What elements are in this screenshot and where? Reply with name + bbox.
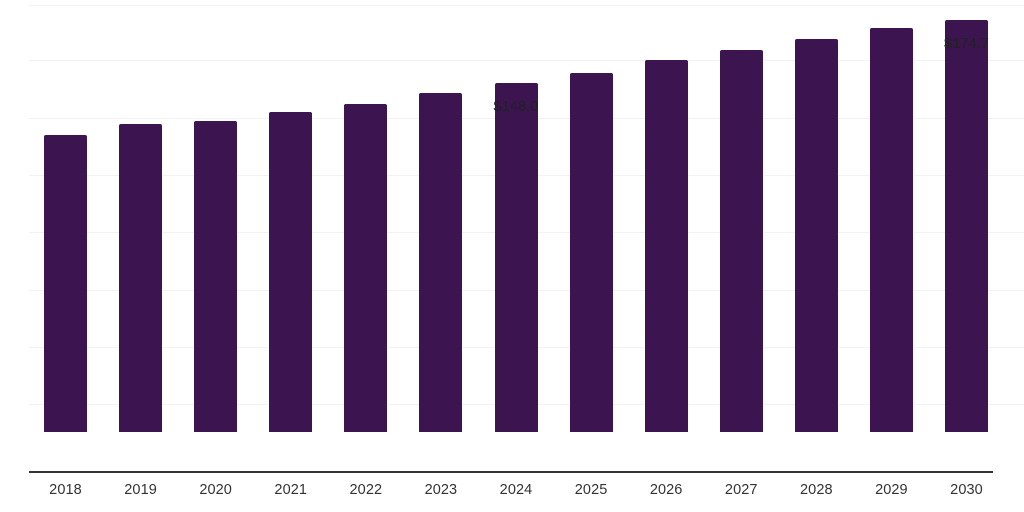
x-tick-label-2018: 2018 — [49, 482, 82, 498]
x-axis-line — [29, 471, 993, 473]
bar-2021[interactable] — [269, 111, 313, 432]
x-tick-label-2028: 2028 — [799, 482, 833, 498]
x-tick-label-2029: 2029 — [875, 482, 908, 498]
bar-2022[interactable] — [344, 103, 388, 432]
plot-area: $148.0 $174.7 — [29, 19, 993, 473]
x-tick-label-2020: 2020 — [199, 482, 232, 498]
x-tick-label-2023: 2023 — [424, 482, 458, 498]
bar-2024[interactable] — [494, 82, 538, 432]
bar-value-label-2024: $148.0 — [493, 98, 539, 115]
x-tick-label-2021: 2021 — [274, 482, 308, 498]
bar-value-label-2030: $174.7 — [944, 35, 989, 52]
x-tick-label-2022: 2022 — [349, 482, 383, 498]
x-tick-label-2024: 2024 — [499, 482, 533, 498]
bar-2026[interactable] — [644, 59, 688, 432]
bar-2028[interactable] — [794, 38, 838, 432]
x-axis-tick-labels: 2018 2019 2020 2021 2022 2023 2024 2025 2026 2027… — [0, 482, 1024, 512]
bar-2023[interactable] — [419, 92, 463, 432]
x-tick-label-2026: 2026 — [649, 482, 683, 498]
x-tick-label-2025: 2025 — [574, 482, 608, 498]
bar-2030[interactable] — [945, 19, 988, 432]
bar-2029[interactable] — [869, 27, 913, 432]
x-tick-label-2027: 2027 — [724, 482, 758, 498]
bar-2027[interactable] — [719, 49, 763, 432]
bar-2020[interactable] — [194, 120, 238, 432]
bar-2025[interactable] — [569, 72, 613, 432]
bar-2018[interactable] — [44, 134, 87, 432]
x-tick-label-2030: 2030 — [950, 482, 983, 498]
bar-2019[interactable] — [119, 123, 163, 432]
x-tick-label-2019: 2019 — [124, 482, 157, 498]
